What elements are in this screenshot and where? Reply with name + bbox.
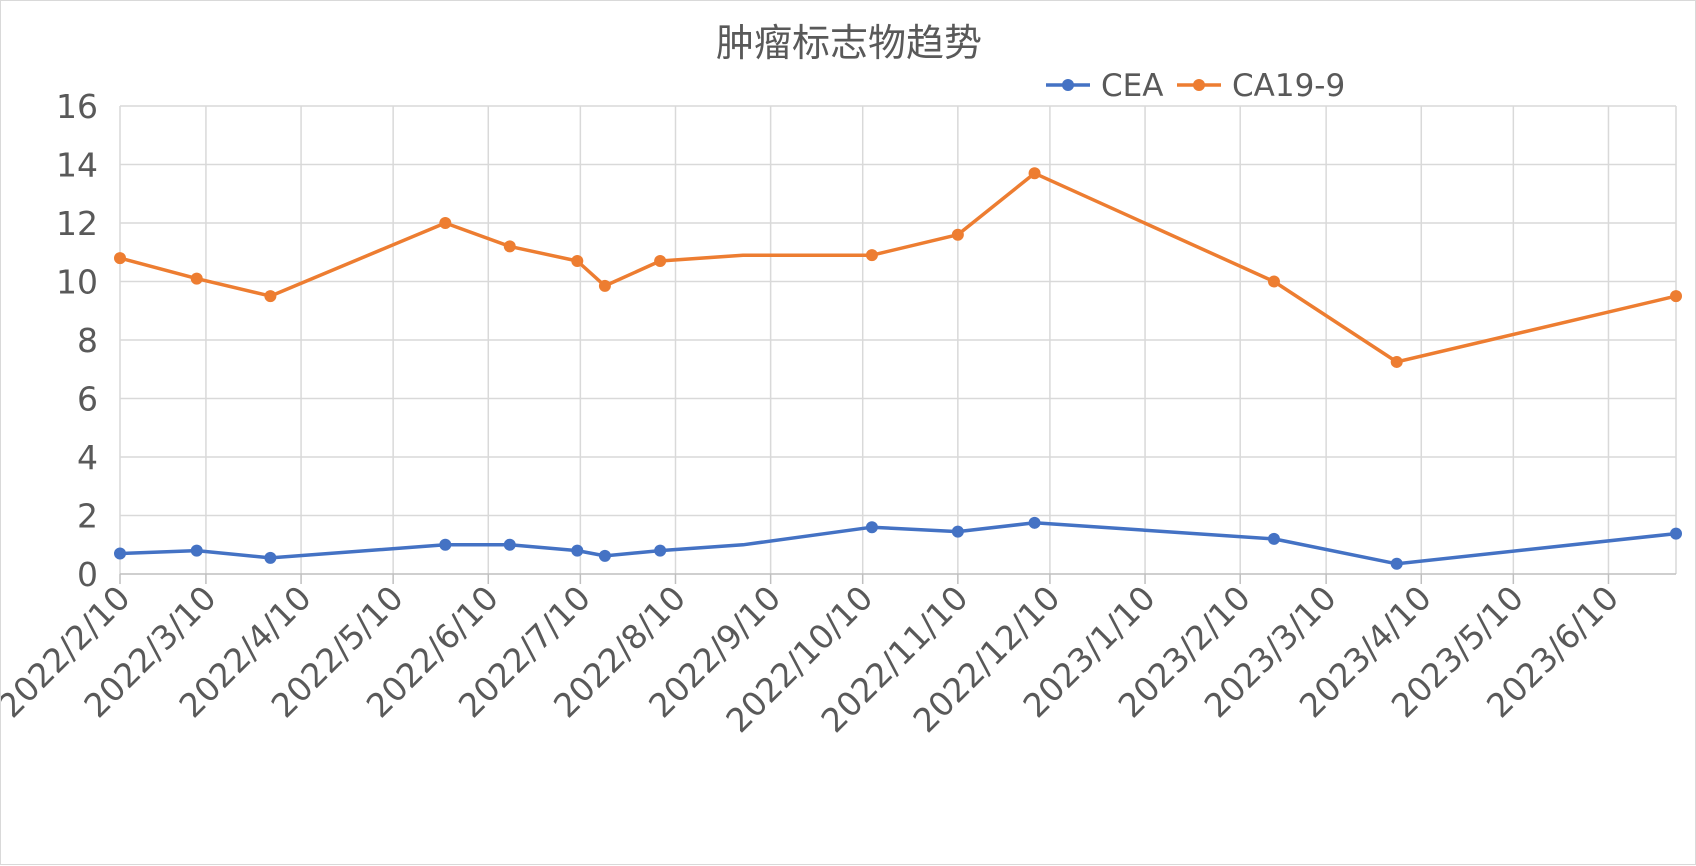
legend-label-cea: CEA (1101, 68, 1163, 104)
data-point-cea (951, 525, 964, 538)
legend-label-ca19-9: CA19-9 (1232, 68, 1345, 104)
chart-title: 肿瘤标志物趋势 (716, 21, 982, 65)
data-point-ca19-9 (503, 240, 516, 253)
y-tick-label: 12 (56, 204, 98, 243)
y-tick-label: 16 (56, 87, 98, 126)
data-point-ca19-9 (865, 249, 878, 262)
data-point-ca19-9 (654, 255, 667, 268)
data-point-ca19-9 (571, 255, 584, 268)
series-line-cea (119, 521, 1677, 566)
y-tick-label: 8 (77, 321, 98, 360)
data-point-cea (1390, 557, 1403, 570)
data-point-cea (1028, 516, 1041, 529)
data-point-ca19-9 (598, 279, 611, 292)
y-tick-label: 10 (56, 263, 98, 302)
data-point-ca19-9 (114, 252, 126, 265)
y-tick-label: 4 (77, 438, 98, 477)
data-point-ca19-9 (439, 217, 452, 229)
data-point-cea (865, 521, 878, 534)
y-tick-label: 0 (77, 555, 98, 594)
data-point-ca19-9 (264, 290, 277, 303)
data-point-cea (1670, 527, 1682, 540)
data-point-cea (190, 544, 203, 557)
axes: 02468101214162022/2/102022/3/102022/4/10… (1, 87, 1676, 740)
data-point-ca19-9 (951, 228, 964, 241)
legend-marker-ca19-9 (1193, 79, 1205, 91)
data-point-cea (654, 544, 667, 557)
y-tick-label: 6 (77, 380, 98, 419)
data-point-cea (503, 538, 516, 551)
data-point-cea (439, 538, 452, 551)
data-point-ca19-9 (1670, 290, 1682, 303)
data-point-ca19-9 (1267, 275, 1280, 288)
legend: CEA CA19-9 (1046, 68, 1345, 104)
y-tick-label: 14 (56, 146, 98, 185)
data-point-cea (264, 551, 277, 564)
data-point-cea (598, 549, 611, 562)
data-point-cea (1267, 532, 1280, 545)
grid (119, 105, 1677, 574)
data-point-cea (114, 547, 126, 560)
series-layer (114, 167, 1682, 570)
y-tick-label: 2 (77, 497, 98, 536)
data-point-ca19-9 (190, 272, 203, 285)
data-point-cea (571, 544, 584, 557)
data-point-ca19-9 (1390, 355, 1403, 368)
data-point-ca19-9 (1028, 167, 1041, 180)
legend-marker-cea (1062, 79, 1074, 91)
series-line-ca19-9 (119, 171, 1677, 364)
